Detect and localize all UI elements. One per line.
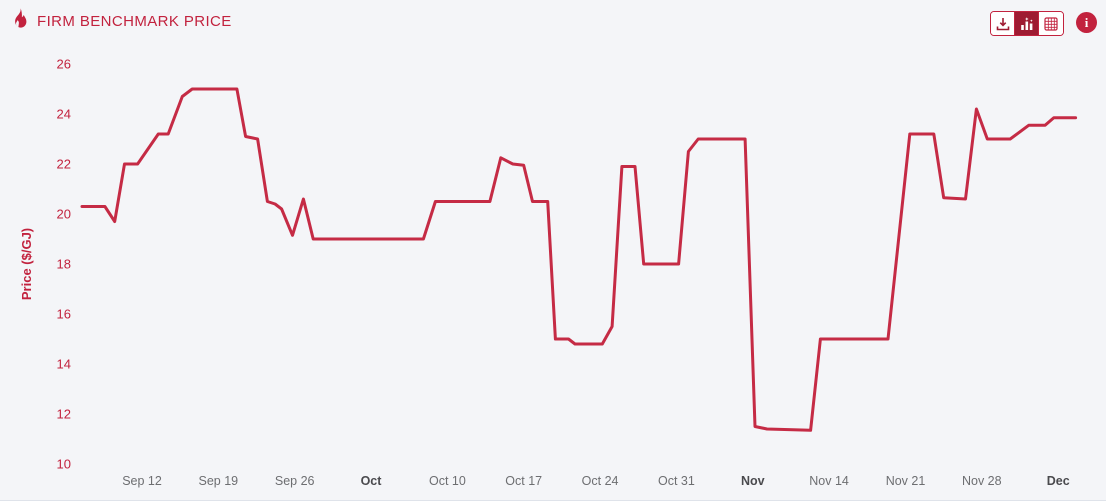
- y-axis-title: Price ($/GJ): [19, 228, 34, 300]
- x-axis-label: Oct: [361, 474, 383, 488]
- x-axis-label: Dec: [1047, 474, 1070, 488]
- x-axis-label: Nov: [741, 474, 765, 488]
- x-axis-label: Nov 14: [809, 474, 849, 488]
- table-view-button[interactable]: [1039, 12, 1063, 35]
- y-axis-label: 20: [57, 207, 71, 222]
- x-axis-label: Sep 26: [275, 474, 315, 488]
- chart-view-button[interactable]: [1015, 12, 1039, 35]
- grid-icon: [1044, 16, 1058, 31]
- x-axis-label: Oct 10: [429, 474, 466, 488]
- y-axis-label: 22: [57, 157, 71, 172]
- x-axis-label: Sep 19: [198, 474, 238, 488]
- y-axis-label: 10: [57, 457, 71, 472]
- download-button[interactable]: [991, 12, 1015, 35]
- y-axis-label: 18: [57, 257, 71, 272]
- x-axis-label: Nov 21: [886, 474, 926, 488]
- panel-header: FIRM BENCHMARK PRICE i: [0, 0, 1106, 42]
- y-axis-label: 12: [57, 407, 71, 422]
- y-axis-label: 26: [57, 57, 71, 72]
- price-series-line[interactable]: [80, 87, 1078, 432]
- x-axis-label: Oct 31: [658, 474, 695, 488]
- info-button[interactable]: i: [1076, 12, 1097, 33]
- panel-title: FIRM BENCHMARK PRICE: [37, 13, 232, 30]
- y-axis-label: 16: [57, 307, 71, 322]
- download-icon: [996, 17, 1009, 30]
- y-axis-label: 14: [57, 357, 71, 372]
- view-toolbar: [990, 11, 1064, 36]
- bar-chart-icon: [1020, 16, 1033, 30]
- x-axis-label: Oct 24: [582, 474, 619, 488]
- flame-icon: [15, 8, 27, 28]
- x-axis-label: Oct 17: [505, 474, 542, 488]
- x-axis-label: Nov 28: [962, 474, 1002, 488]
- x-axis-label: Sep 12: [122, 474, 162, 488]
- y-axis-label: 24: [57, 107, 71, 122]
